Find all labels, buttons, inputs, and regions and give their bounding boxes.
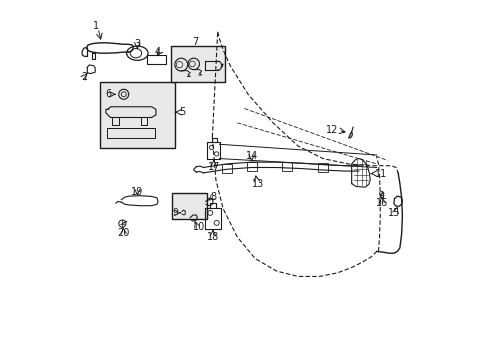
- Text: 7: 7: [192, 37, 198, 48]
- Bar: [171, 46, 224, 82]
- Text: 19: 19: [131, 187, 143, 197]
- Text: 20: 20: [117, 228, 130, 238]
- Text: 3: 3: [134, 39, 140, 49]
- Text: 13: 13: [251, 179, 264, 189]
- Bar: [317, 163, 327, 172]
- Text: 1: 1: [93, 21, 99, 31]
- Text: 8: 8: [209, 192, 216, 202]
- Bar: [246, 162, 256, 171]
- Text: 4: 4: [155, 47, 161, 57]
- Text: 16: 16: [375, 198, 388, 208]
- Text: 6: 6: [105, 89, 111, 99]
- Text: 10: 10: [192, 222, 204, 232]
- Text: 14: 14: [245, 151, 257, 161]
- Bar: [282, 162, 292, 171]
- Text: 12: 12: [325, 125, 337, 135]
- Text: 17: 17: [207, 162, 220, 172]
- Text: 2: 2: [81, 72, 87, 82]
- Bar: [221, 163, 231, 173]
- Bar: [100, 82, 175, 148]
- Text: 15: 15: [387, 208, 400, 218]
- Bar: [171, 193, 207, 219]
- Bar: [147, 55, 165, 64]
- Text: 9: 9: [172, 208, 178, 217]
- Text: 18: 18: [206, 232, 219, 242]
- Text: 5: 5: [179, 107, 184, 117]
- Text: 11: 11: [374, 168, 386, 179]
